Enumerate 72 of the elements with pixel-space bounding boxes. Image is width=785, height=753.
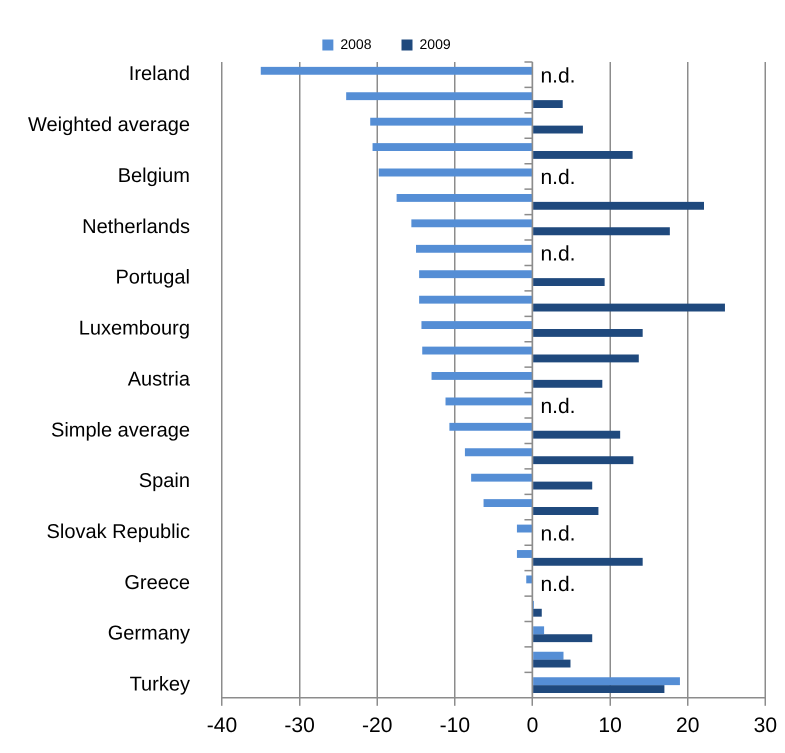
y-tick-label: Germany [108,622,190,645]
bar [533,558,643,566]
bar [533,304,725,312]
bar [533,677,680,686]
legend-label: 2009 [420,36,451,52]
bar [533,507,598,515]
annotation: n.d. [540,242,576,266]
y-tick-label: Greece [124,572,190,594]
bar [484,499,532,508]
y-tick-label: Turkey [130,674,190,696]
bar [422,346,532,354]
bar [533,202,704,210]
bar [446,397,532,406]
bar [419,270,532,278]
bar [416,244,532,253]
bar [533,608,542,617]
bar [370,118,532,126]
bar [533,652,564,660]
bar [533,100,563,108]
y-tick-label: Spain [138,470,190,492]
bar [260,66,532,75]
x-tick-label: -30 [284,714,315,738]
annotation: n.d. [540,64,576,88]
bar [378,168,532,176]
bar [533,482,592,490]
y-tick-label: Portugal [115,266,190,289]
y-tick-label: Weighted average [28,114,190,136]
x-tick-label: -20 [362,714,392,738]
bar [533,685,664,693]
x-tick-label: 10 [598,714,622,738]
bar [516,524,532,532]
y-tick-label: Luxembourg [78,318,190,340]
bar [533,634,592,642]
y-tick-label: Ireland [128,63,190,86]
bar [471,474,532,482]
bar [533,151,633,159]
bar [432,372,532,380]
bar [533,278,605,286]
bar [516,550,532,558]
bar [533,626,544,634]
x-tick-label: 30 [754,714,777,738]
x-tick-label: 0 [526,714,538,738]
y-tick-label: Simple average [50,419,190,442]
bar [346,92,532,100]
bar [533,126,583,134]
bar [411,219,532,228]
x-tick-label: 20 [676,714,700,738]
y-tick-label: Netherlands [82,216,190,238]
bar [533,380,602,388]
annotation: n.d. [540,573,576,596]
x-tick-label: -10 [440,714,470,738]
bar [533,430,620,439]
y-tick-label: Belgium [118,164,190,187]
annotation: n.d. [540,395,576,418]
y-tick-label: Slovak Republic [46,521,190,544]
bar [533,227,670,236]
annotation: n.d. [540,522,576,546]
bar [419,296,532,304]
legend-label: 2008 [340,36,372,52]
bar [372,143,532,152]
y-tick-label: Austria [128,368,191,390]
bar [396,194,532,202]
bar [533,456,634,464]
bar [526,575,532,584]
bar [533,660,570,668]
bar [533,354,639,362]
bar [533,329,643,337]
x-tick-label: -40 [206,714,238,738]
bar [421,321,532,330]
bar [449,422,532,431]
annotation: n.d. [540,166,576,190]
bar [464,448,532,456]
